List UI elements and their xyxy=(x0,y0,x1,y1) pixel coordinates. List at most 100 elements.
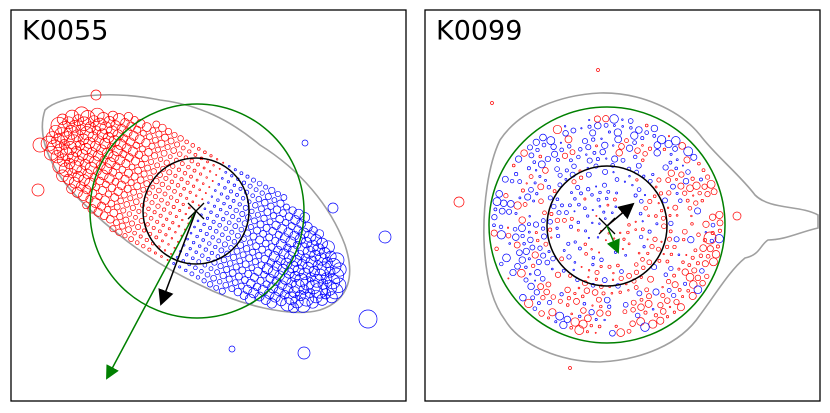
velocity-point xyxy=(136,192,143,199)
velocity-point xyxy=(525,182,528,185)
velocity-point xyxy=(149,200,155,206)
velocity-point xyxy=(628,175,631,178)
velocity-point xyxy=(601,291,606,296)
velocity-point xyxy=(166,169,173,176)
velocity-point xyxy=(79,126,94,141)
velocity-point xyxy=(150,168,157,175)
velocity-point xyxy=(270,212,277,220)
velocity-point xyxy=(197,147,201,151)
velocity-point xyxy=(233,287,243,297)
velocity-point xyxy=(236,217,242,223)
velocity-point xyxy=(566,296,571,301)
velocity-point xyxy=(289,230,300,241)
velocity-point xyxy=(213,229,219,234)
velocity-point xyxy=(554,166,560,172)
velocity-point xyxy=(548,308,557,317)
velocity-point xyxy=(283,227,294,237)
velocity-point xyxy=(675,191,679,195)
velocity-point xyxy=(633,285,639,290)
velocity-point xyxy=(263,184,269,190)
velocity-point xyxy=(158,123,167,133)
velocity-point xyxy=(97,201,107,211)
velocity-point xyxy=(290,295,304,309)
velocity-point xyxy=(490,101,494,105)
velocity-point xyxy=(537,283,545,290)
velocity-point xyxy=(667,236,672,242)
velocity-point xyxy=(187,149,192,154)
velocity-point xyxy=(199,228,203,233)
velocity-point xyxy=(223,266,231,273)
velocity-point xyxy=(595,214,598,217)
velocity-point xyxy=(298,267,311,281)
velocity-point xyxy=(239,211,246,217)
velocity-point xyxy=(602,115,610,123)
velocity-point xyxy=(531,251,539,259)
velocity-point xyxy=(541,233,547,240)
velocity-point xyxy=(220,256,228,264)
velocity-point xyxy=(526,166,531,171)
velocity-point xyxy=(635,126,643,134)
velocity-point xyxy=(160,255,163,258)
velocity-point xyxy=(550,294,556,300)
velocity-point xyxy=(687,205,693,211)
velocity-point xyxy=(607,304,612,309)
velocity-point xyxy=(188,190,192,194)
velocity-point xyxy=(327,283,344,300)
velocity-point xyxy=(283,283,294,294)
velocity-point xyxy=(113,203,121,211)
velocity-point xyxy=(120,191,128,199)
velocity-point xyxy=(152,120,161,129)
velocity-point xyxy=(493,207,498,212)
velocity-point xyxy=(161,239,164,243)
velocity-point xyxy=(147,174,153,181)
velocity-point xyxy=(644,287,650,293)
velocity-point xyxy=(131,156,140,166)
velocity-point xyxy=(578,147,583,152)
velocity-point xyxy=(587,276,590,279)
velocity-point xyxy=(276,199,285,208)
velocity-point xyxy=(188,206,191,210)
velocity-point xyxy=(141,122,152,132)
velocity-point xyxy=(648,178,653,184)
velocity-point xyxy=(571,179,577,185)
velocity-point xyxy=(706,179,716,189)
velocity-point xyxy=(557,182,563,188)
velocity-point xyxy=(358,309,378,329)
velocity-point xyxy=(609,114,619,124)
velocity-point xyxy=(123,201,131,208)
velocity-point xyxy=(254,211,261,218)
velocity-point xyxy=(332,262,347,277)
velocity-point xyxy=(327,202,339,214)
velocity-point xyxy=(172,189,177,194)
velocity-point xyxy=(709,238,714,243)
velocity-point xyxy=(618,143,625,150)
velocity-point xyxy=(530,263,536,269)
velocity-point xyxy=(122,216,130,224)
velocity-point xyxy=(502,253,511,263)
velocity-point xyxy=(248,287,259,299)
velocity-point xyxy=(699,244,707,252)
velocity-point xyxy=(669,252,674,257)
velocity-point xyxy=(586,214,590,218)
velocity-point xyxy=(667,169,675,177)
velocity-point xyxy=(607,130,611,134)
velocity-point xyxy=(686,184,694,192)
velocity-point xyxy=(314,252,328,266)
velocity-point xyxy=(185,180,190,185)
velocity-point xyxy=(182,187,186,191)
velocity-point xyxy=(268,186,276,195)
velocity-point xyxy=(216,198,220,202)
velocity-point xyxy=(678,171,685,178)
velocity-point xyxy=(595,157,600,162)
velocity-point xyxy=(647,275,654,283)
panel xyxy=(453,68,819,370)
velocity-point xyxy=(329,252,345,268)
velocity-point xyxy=(634,220,637,223)
velocity-point xyxy=(516,249,523,256)
velocity-point xyxy=(238,226,245,233)
velocity-point xyxy=(210,195,214,198)
velocity-point xyxy=(221,217,226,222)
velocity-point xyxy=(544,179,547,182)
velocity-point xyxy=(191,240,196,245)
velocity-point xyxy=(177,240,179,243)
